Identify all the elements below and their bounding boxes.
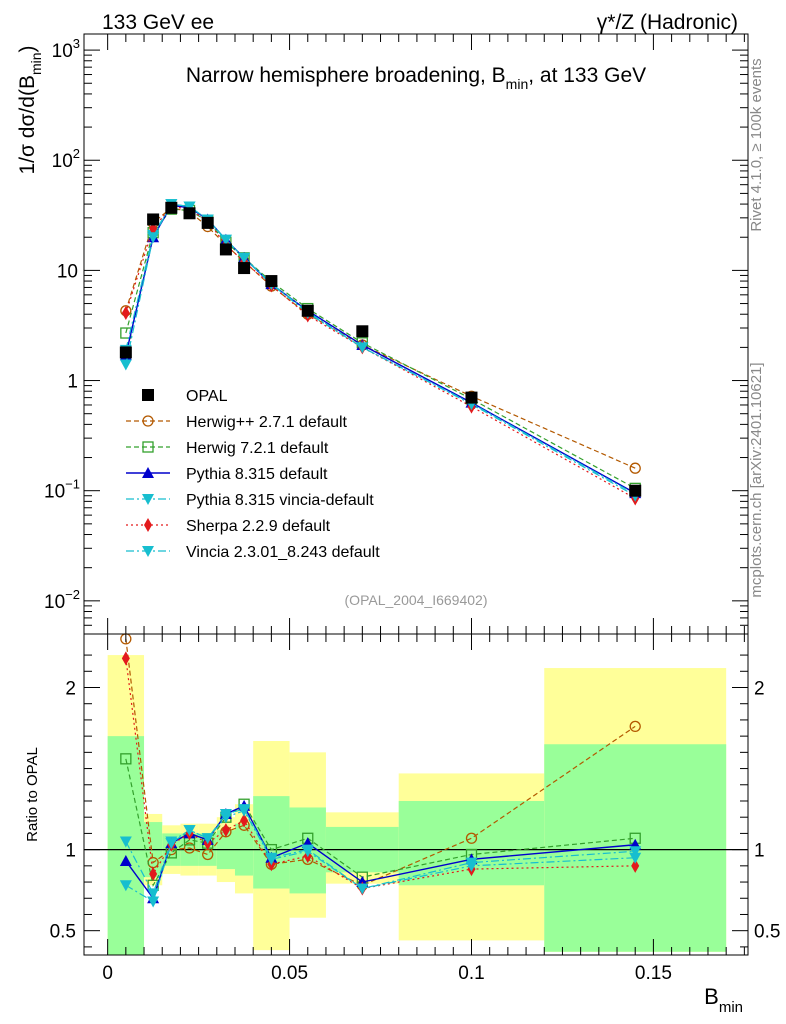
ratio-marker xyxy=(265,854,278,866)
opal-point xyxy=(201,216,214,229)
ratio-marker xyxy=(629,852,642,864)
legend-marker xyxy=(144,518,152,532)
ratio-line-5 xyxy=(125,809,636,903)
ratio-marker xyxy=(238,805,251,817)
legend-marker xyxy=(142,494,154,505)
header-right: γ*/Z (Hadronic) xyxy=(597,11,738,34)
opal-point xyxy=(119,346,132,359)
opal-data-points xyxy=(119,201,642,497)
ratio-marker xyxy=(631,858,640,873)
y-axis-label: 1/σ dσ/d(Bmin) xyxy=(16,45,44,174)
ratio-marker xyxy=(147,888,160,900)
ratio-line-4 xyxy=(125,658,636,890)
ratio-band-inner xyxy=(253,796,290,889)
x-tick-label: 0.15 xyxy=(635,963,672,984)
opal-point xyxy=(629,484,642,497)
header-left: 133 GeV ee xyxy=(102,11,214,34)
series-marker xyxy=(219,234,232,246)
legend: OPAL Herwig++ 2.7.1 default Herwig 7.2.1 d… xyxy=(126,388,380,561)
legend-label: Sherpa 2.2.9 default xyxy=(186,518,331,535)
opal-point xyxy=(183,207,196,220)
series-marker xyxy=(121,306,130,321)
opal-point xyxy=(301,304,314,317)
x-tick-label: 0 xyxy=(102,963,113,984)
ratio-y-tick-label: 0.5 xyxy=(50,922,76,943)
ratio-axes: 0 0.05 0.1 0.15 0.5 0.5 1 1 2 2 xyxy=(50,634,780,984)
series-line-0 xyxy=(125,207,636,469)
legend-label: OPAL xyxy=(186,388,228,405)
ratio-marker xyxy=(301,846,314,858)
y-tick-label: 1 xyxy=(67,372,78,393)
ratio-y-tick-label-right: 2 xyxy=(754,679,765,700)
ratio-marker xyxy=(119,836,132,848)
opal-point xyxy=(165,201,178,214)
analysis-id: (OPAL_2004_I669402) xyxy=(345,592,488,608)
opal-point xyxy=(465,391,478,404)
ratio-marker xyxy=(149,866,158,881)
ratio-marker xyxy=(201,833,214,845)
series-marker xyxy=(147,232,160,244)
x-tick-label: 0.1 xyxy=(458,963,484,984)
ratio-marker xyxy=(147,896,160,908)
ratio-y-tick-label-right: 0.5 xyxy=(754,922,780,943)
legend-marker xyxy=(142,415,154,427)
legend-label: Pythia 8.315 vincia-default xyxy=(186,492,374,509)
ratio-marker xyxy=(165,838,178,850)
opal-point xyxy=(356,325,369,338)
ratio-marker xyxy=(121,651,130,666)
legend-marker xyxy=(142,441,154,453)
ratio-marker xyxy=(629,846,642,858)
ratio-marker xyxy=(183,842,196,854)
ratio-marker xyxy=(183,825,196,837)
ratio-y-axis-label: Ratio to OPAL xyxy=(24,747,41,842)
y-tick-label: 10 xyxy=(57,261,78,282)
opal-point xyxy=(147,213,160,226)
ratio-marker xyxy=(465,860,478,872)
ratio-marker xyxy=(119,854,132,866)
legend-label: Pythia 8.315 default xyxy=(186,466,328,483)
ratio-marker xyxy=(119,880,132,892)
ratio-marker xyxy=(120,753,132,765)
ratio-marker xyxy=(240,813,249,828)
y-tick-label: 10−1 xyxy=(44,477,80,503)
ratio-y-tick-label-right: 1 xyxy=(754,841,765,862)
ratio-y-tick-label: 1 xyxy=(65,841,76,862)
series-marker xyxy=(183,201,196,213)
ratio-series-group xyxy=(119,633,642,908)
ratio-marker xyxy=(465,832,478,844)
legend-label: Vincia 2.3.01_8.243 default xyxy=(186,544,380,561)
y-tick-label: 10−2 xyxy=(44,587,80,613)
chart-title: Narrow hemisphere broadening, Bmin, at 1… xyxy=(186,64,646,92)
ratio-marker xyxy=(356,883,369,895)
ratio-line-3 xyxy=(125,808,636,895)
legend-label: Herwig 7.2.1 default xyxy=(186,440,329,457)
mcplots-label: mcplots.cern.ch [arXiv:2401.10621] xyxy=(748,362,765,597)
y-tick-label: 103 xyxy=(52,36,80,62)
ratio-marker xyxy=(219,812,232,824)
x-axis-label: Bmin xyxy=(704,984,743,1016)
series-marker xyxy=(356,342,369,354)
legend-marker xyxy=(142,389,154,401)
x-tick-label: 0.05 xyxy=(271,963,308,984)
series-marker xyxy=(238,252,251,264)
ratio-y-tick-label: 2 xyxy=(65,679,76,700)
main-axes: 10−2 10−1 1 10 102 103 xyxy=(44,34,748,634)
series-marker xyxy=(629,462,641,474)
ratio-panel-frame xyxy=(83,633,749,956)
opal-point xyxy=(238,262,251,275)
legend-label: Herwig++ 2.7.1 default xyxy=(186,414,348,431)
legend-marker xyxy=(142,546,154,557)
rivet-version-label: Rivet 4.1.0, ≥ 100k events xyxy=(748,58,765,231)
opal-point xyxy=(265,275,278,288)
ratio-marker xyxy=(629,720,641,733)
y-tick-label: 102 xyxy=(52,146,80,172)
ratio-marker xyxy=(221,823,230,838)
legend-marker xyxy=(142,467,154,478)
opal-point xyxy=(219,243,232,256)
series-marker xyxy=(119,359,132,371)
